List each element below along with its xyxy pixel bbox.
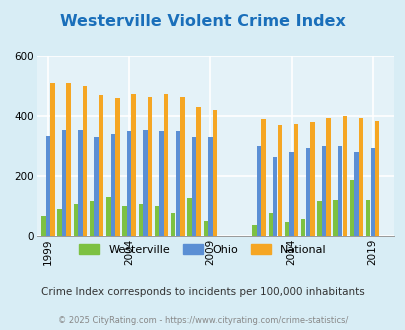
Legend: Westerville, Ohio, National: Westerville, Ohio, National — [79, 245, 326, 255]
Bar — [111, 134, 115, 236]
Bar — [321, 146, 325, 236]
Bar — [41, 216, 45, 236]
Bar — [277, 125, 281, 236]
Bar — [127, 131, 131, 236]
Bar — [106, 197, 110, 236]
Bar — [300, 219, 305, 236]
Bar — [122, 206, 126, 236]
Bar — [171, 214, 175, 236]
Bar — [187, 198, 191, 236]
Bar — [99, 95, 103, 236]
Bar — [256, 146, 260, 236]
Bar — [83, 86, 87, 236]
Bar — [203, 221, 207, 236]
Bar — [94, 137, 98, 236]
Bar — [73, 205, 78, 236]
Bar — [90, 202, 94, 236]
Bar — [154, 206, 159, 236]
Bar — [305, 148, 309, 236]
Bar — [261, 119, 265, 236]
Bar — [208, 137, 212, 236]
Text: © 2025 CityRating.com - https://www.cityrating.com/crime-statistics/: © 2025 CityRating.com - https://www.city… — [58, 316, 347, 325]
Bar — [180, 97, 184, 236]
Bar — [131, 94, 136, 236]
Bar — [309, 122, 314, 236]
Bar — [50, 83, 55, 236]
Bar — [212, 110, 217, 236]
Bar — [337, 146, 341, 236]
Bar — [370, 148, 374, 236]
Bar — [316, 202, 321, 236]
Bar — [143, 130, 147, 236]
Bar — [284, 222, 288, 236]
Bar — [78, 130, 82, 236]
Bar — [46, 136, 50, 236]
Bar — [273, 156, 277, 236]
Bar — [66, 83, 71, 236]
Bar — [293, 123, 298, 236]
Bar — [358, 117, 362, 236]
Bar — [268, 214, 272, 236]
Bar — [164, 94, 168, 236]
Bar — [192, 137, 196, 236]
Bar — [326, 117, 330, 236]
Bar — [62, 130, 66, 236]
Bar — [252, 225, 256, 236]
Bar — [57, 209, 62, 236]
Bar — [115, 98, 119, 236]
Bar — [365, 200, 369, 236]
Bar — [349, 181, 353, 236]
Bar — [333, 200, 337, 236]
Bar — [289, 152, 293, 236]
Bar — [374, 120, 379, 236]
Bar — [147, 97, 152, 236]
Bar — [175, 131, 179, 236]
Bar — [196, 107, 200, 236]
Bar — [159, 131, 163, 236]
Text: Westerville Violent Crime Index: Westerville Violent Crime Index — [60, 14, 345, 29]
Text: Crime Index corresponds to incidents per 100,000 inhabitants: Crime Index corresponds to incidents per… — [41, 287, 364, 297]
Bar — [342, 116, 346, 236]
Bar — [138, 205, 143, 236]
Bar — [354, 152, 358, 236]
